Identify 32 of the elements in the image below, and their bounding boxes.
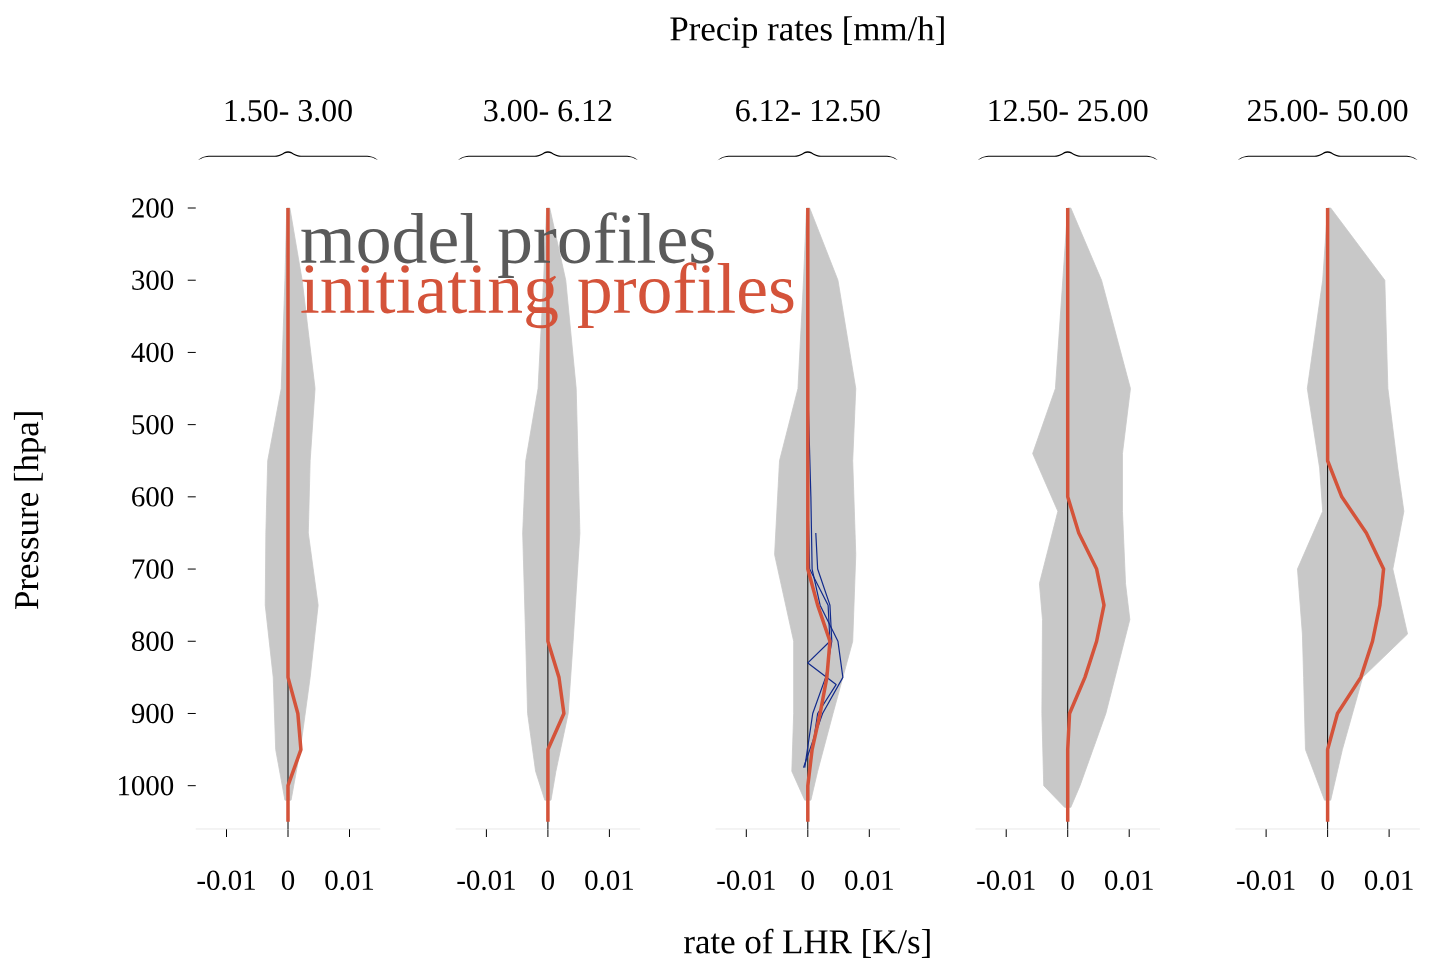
x-tick-label: -0.01: [1237, 870, 1295, 891]
y-tick-label: 700: [132, 559, 174, 579]
chart-subtitle: 25.00- 50.00: [1248, 99, 1408, 122]
x-tick-label: 0.01: [1105, 870, 1153, 891]
x-tick-label: 0.01: [1364, 870, 1413, 891]
x-tick-label: 0.01: [325, 870, 374, 891]
x-tick-label: -0.01: [717, 870, 775, 891]
x-tick-label: -0.01: [457, 870, 515, 891]
chart-subtitle: 1.50- 3.00: [225, 99, 352, 122]
x-tick-label: 0: [801, 870, 814, 891]
y-tick-label: 600: [132, 487, 174, 507]
chart-subtitle: 3.00- 6.12: [484, 99, 612, 122]
x-tick-label: -0.01: [977, 870, 1035, 891]
x-axis-title: rate of LHR [K/s]: [684, 928, 930, 958]
x-tick-label: 0: [281, 870, 295, 891]
chart-subtitle: 6.12- 12.50: [736, 99, 880, 122]
y-tick-label: 500: [132, 414, 174, 435]
y-tick-label: 400: [131, 342, 174, 363]
y-tick-label: 900: [131, 703, 174, 724]
y-tick-label: 1000: [118, 775, 174, 796]
x-tick-label: 0.01: [585, 870, 633, 891]
x-tick-label: 0: [1321, 870, 1334, 891]
y-tick-label: 300: [132, 270, 174, 290]
x-tick-label: 0.01: [845, 870, 893, 891]
chart-subtitle: 12.50- 25.00: [989, 99, 1148, 122]
x-tick-label: -0.01: [197, 870, 255, 891]
x-tick-label: 0: [541, 870, 555, 891]
y-tick-label: 200: [132, 198, 174, 218]
chart-title: Precip rates [mm/h]: [670, 16, 944, 48]
x-tick-label: 0: [1061, 870, 1074, 891]
y-tick-label: 800: [131, 631, 174, 652]
y-axis-title: Pressure [hpa]: [13, 412, 46, 610]
